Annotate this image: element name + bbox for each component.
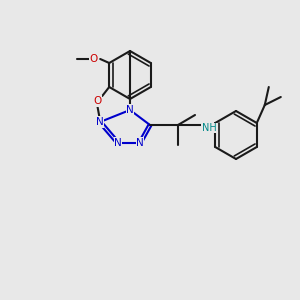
Text: NH: NH <box>202 123 216 133</box>
Text: N: N <box>114 138 122 148</box>
Text: O: O <box>89 54 97 64</box>
Text: O: O <box>93 96 101 106</box>
Text: N: N <box>136 138 144 148</box>
Text: N: N <box>126 105 134 115</box>
Text: N: N <box>96 117 104 127</box>
